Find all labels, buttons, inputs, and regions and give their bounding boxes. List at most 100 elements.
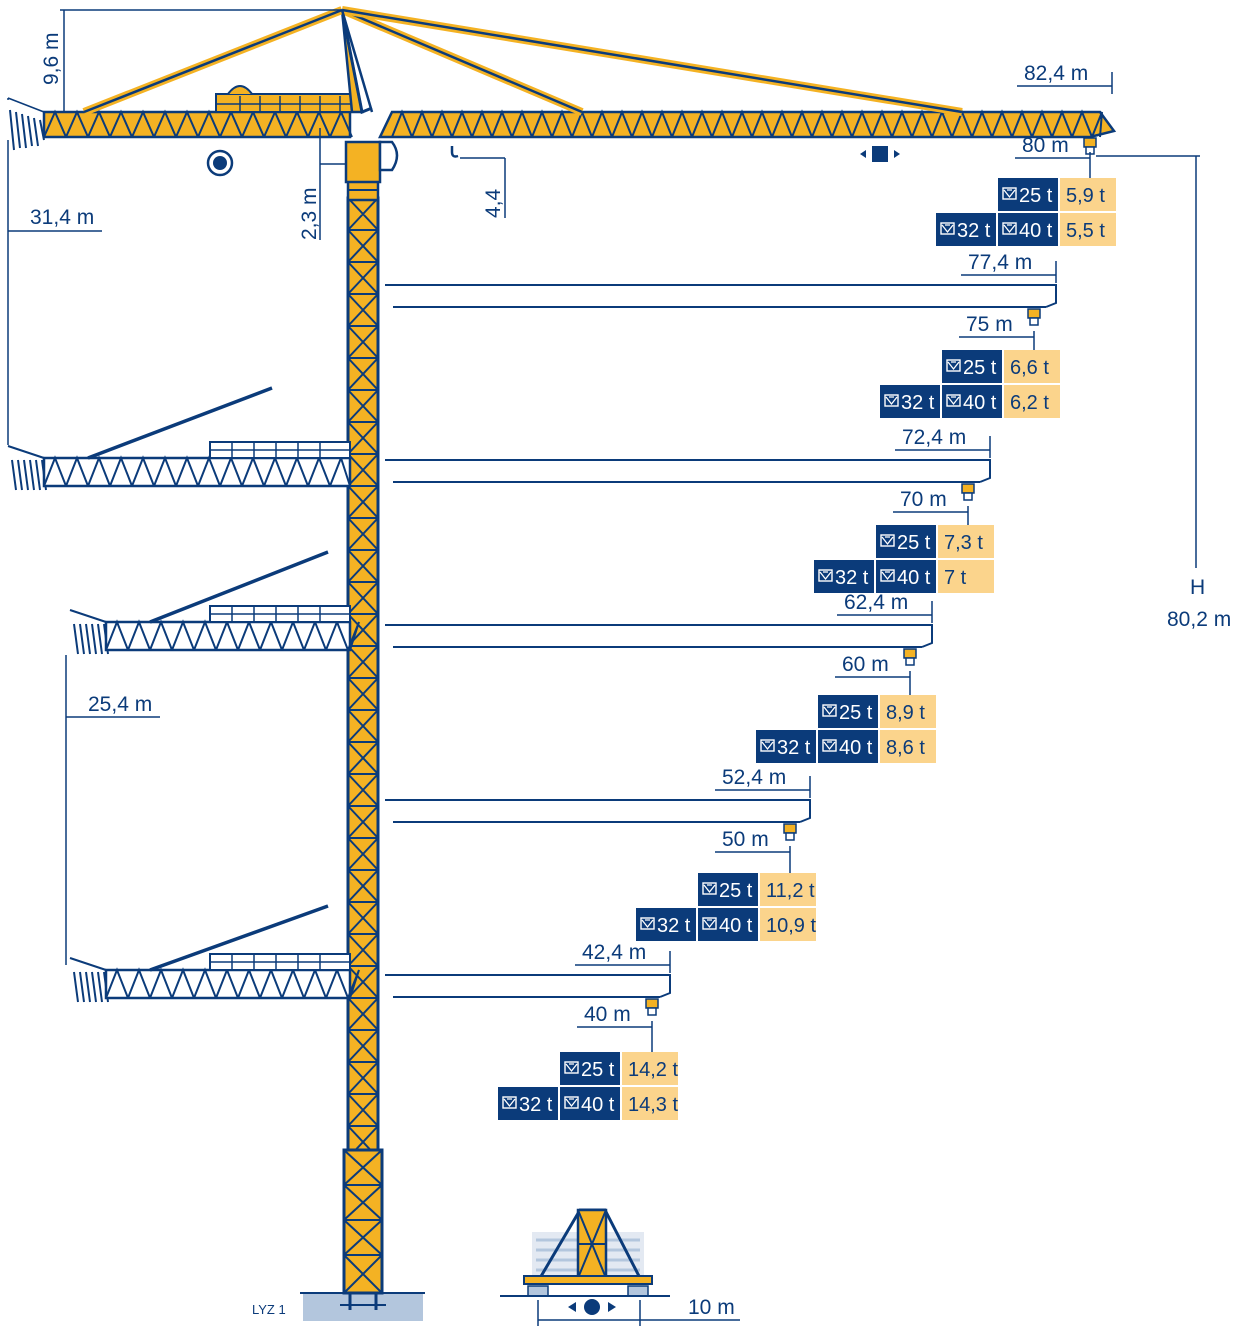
load-cell: 11,2 t <box>760 873 816 906</box>
jib-outline <box>385 974 671 998</box>
load-cell: 10,9 t <box>760 908 816 941</box>
jib-tip-length: 77,4 m <box>968 251 1032 274</box>
hoist-cell: 32 t <box>636 908 696 941</box>
height-value: 80,2 m <box>1167 608 1231 631</box>
max-load-at-tip: 14,2 t <box>628 1059 678 1081</box>
jib-config: 42,4 m 40 m 25 t 14,2 t 32 t 40 t 14,3 t <box>385 941 678 1120</box>
hoist-capacity: 25 t <box>897 532 931 554</box>
load-table: 25 t 6,6 t 32 t 40 t 6,2 t <box>880 350 1060 418</box>
hoist-cell: 32 t <box>814 560 874 593</box>
hoist-cell: 32 t <box>936 213 996 246</box>
hoist-capacity: 32 t <box>835 567 869 589</box>
travel-icon <box>568 1299 616 1315</box>
counter-jib-31-dimension <box>7 140 102 445</box>
counter-jib-25-dimension <box>65 655 160 965</box>
counter-jib-31-label: 31,4 m <box>30 206 94 229</box>
counter-jib-top <box>42 85 355 139</box>
load-cell: 8,6 t <box>880 730 936 763</box>
jib-tip-length: 82,4 m <box>1024 62 1088 85</box>
jib-top <box>378 109 1117 139</box>
counter-jib-wall <box>7 97 45 151</box>
hoist-capacity: 40 t <box>719 915 753 937</box>
max-load-at-tip: 5,5 t <box>1066 220 1105 242</box>
hook-radius: 70 m <box>900 488 947 511</box>
jib-outline <box>385 624 933 648</box>
counter-jib-alt <box>69 550 360 655</box>
hook-block <box>903 648 917 666</box>
counter-jib-alt <box>69 904 360 1003</box>
hook-radius: 80 m <box>1022 134 1069 157</box>
max-load-at-tip: 14,3 t <box>628 1094 678 1116</box>
hoist-capacity: 40 t <box>581 1094 615 1116</box>
hook-drop-dimension <box>460 157 506 218</box>
height-dimension <box>1096 155 1200 568</box>
load-cell: 5,9 t <box>1060 178 1116 211</box>
max-load-at-tip: 6,6 t <box>1010 357 1049 379</box>
hoist-capacity: 32 t <box>777 737 811 759</box>
hoist-capacity: 25 t <box>1019 185 1053 207</box>
hoist-cell: 32 t <box>756 730 816 763</box>
max-load-at-tip: 6,2 t <box>1010 392 1049 414</box>
load-cell: 7,3 t <box>938 525 994 558</box>
jib-outline <box>385 284 1057 308</box>
load-cell: 7 t <box>938 560 994 593</box>
hoist-cell: 40 t <box>998 213 1058 246</box>
apex-height-label: 9,6 m <box>40 32 63 85</box>
hook-block-top <box>1083 137 1097 155</box>
hoist-cell: 25 t <box>998 178 1058 211</box>
hoist-cell: 32 t <box>498 1087 558 1120</box>
jib-config: 52,4 m 50 m 25 t 11,2 t 32 t 40 t 10,9 t <box>385 766 816 941</box>
hook-block <box>645 998 659 1016</box>
load-cell: 14,3 t <box>622 1087 678 1120</box>
max-load-at-tip: 7,3 t <box>944 532 983 554</box>
hook-radius: 40 m <box>584 1003 631 1026</box>
hoist-capacity: 40 t <box>1019 220 1053 242</box>
tower-mast <box>340 196 386 1310</box>
hoist-capacity: 25 t <box>719 880 753 902</box>
hoist-cell: 32 t <box>880 385 940 418</box>
hook-radius: 50 m <box>722 828 769 851</box>
hoist-capacity: 40 t <box>963 392 997 414</box>
load-table: 25 t 7,3 t 32 t 40 t 7 t <box>814 525 994 593</box>
tower-head <box>82 6 963 116</box>
max-load-at-tip: 8,6 t <box>886 737 925 759</box>
alt-counter-jibs <box>7 386 360 1003</box>
max-load-at-tip: 11,2 t <box>766 880 815 902</box>
jib-tip-length: 52,4 m <box>722 766 786 789</box>
jib-config: 62,4 m 60 m 25 t 8,9 t 32 t 40 t 8,6 t <box>385 591 936 763</box>
slewing-cab <box>344 140 399 202</box>
hoist-cell: 40 t <box>818 730 878 763</box>
load-cell: 8,9 t <box>880 695 936 728</box>
jib-tip-length: 72,4 m <box>902 426 966 449</box>
hoist-capacity: 25 t <box>581 1059 615 1081</box>
hoist-cell: 40 t <box>560 1087 620 1120</box>
load-table: 25 t 11,2 t 32 t 40 t 10,9 t <box>636 873 816 941</box>
load-table: 25 t 5,9 t 32 t 40 t 5,5 t <box>936 178 1116 246</box>
hoist-cell: 40 t <box>942 385 1002 418</box>
hook-block <box>783 823 797 841</box>
hoist-capacity: 40 t <box>839 737 873 759</box>
hoist-capacity: 25 t <box>963 357 997 379</box>
jib-config: 82,4 m 80 m 25 t 5,9 t 32 t 40 t 5,5 t <box>936 62 1116 246</box>
track-gauge-label: 10 m <box>688 1296 735 1319</box>
hoist-capacity: 32 t <box>657 915 691 937</box>
hoist-capacity: 32 t <box>901 392 935 414</box>
hoist-capacity: 32 t <box>519 1094 553 1116</box>
load-cell: 6,2 t <box>1004 385 1060 418</box>
cab-dimension <box>319 128 346 240</box>
load-cell: 5,5 t <box>1060 213 1116 246</box>
hoist-cell: 25 t <box>942 350 1002 383</box>
hook-icon <box>450 146 459 158</box>
max-load-at-tip: 8,9 t <box>886 702 925 724</box>
slewing-icon <box>206 149 234 177</box>
jib-outline <box>385 799 811 823</box>
load-table: 25 t 14,2 t 32 t 40 t 14,3 t <box>498 1052 678 1120</box>
track-gauge-dimension <box>537 1300 740 1326</box>
hook-block <box>961 483 975 501</box>
counter-jib-25-label: 25,4 m <box>88 693 152 716</box>
load-cell: 6,6 t <box>1004 350 1060 383</box>
hoist-cell: 25 t <box>560 1052 620 1085</box>
max-load-at-tip: 10,9 t <box>766 915 816 937</box>
hook-radius: 60 m <box>842 653 889 676</box>
